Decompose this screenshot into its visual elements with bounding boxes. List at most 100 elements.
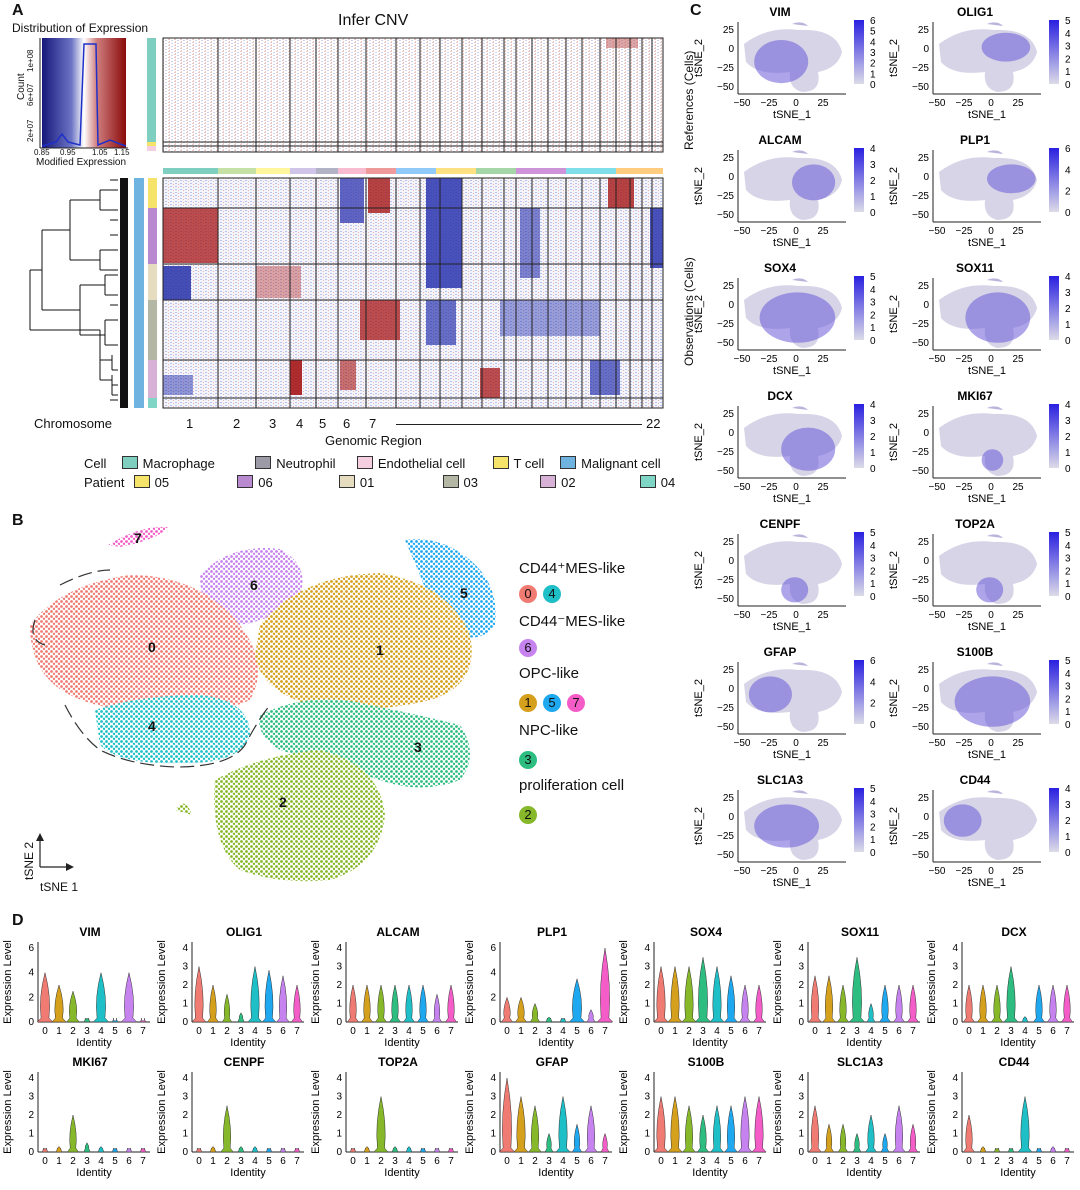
x-axis-label: tSNE_1 xyxy=(773,749,811,761)
y-tick-label: 0 xyxy=(644,1017,650,1028)
identity-tick: 5 xyxy=(574,1026,580,1037)
violin-5 xyxy=(1035,1147,1043,1153)
x-tick-label: −50 xyxy=(734,738,751,749)
violin-5 xyxy=(112,1017,118,1023)
y-tick-label: 1 xyxy=(28,1129,34,1140)
violin-3 xyxy=(1003,966,1019,1023)
scale-label: 1 xyxy=(870,448,876,459)
violin-1 xyxy=(51,984,67,1023)
y-tick-label: 2 xyxy=(336,1110,342,1121)
violin-0 xyxy=(347,984,359,1023)
y-tick-label: −50 xyxy=(717,338,734,349)
legend-patient-04: 04 xyxy=(660,475,676,490)
violin-2 xyxy=(837,984,849,1023)
x-tick-label: −50 xyxy=(734,98,751,109)
violin-0 xyxy=(963,1114,975,1153)
violin-title: SOX4 xyxy=(690,925,722,939)
feature-plot-top2a: TOP2A −50 −25 0 25 25 0 −25 −50 tSNE_1 tSNE_2 5 4 32 1… xyxy=(888,517,1071,633)
y-tick-label: 0 xyxy=(728,428,734,439)
identity-tick: 6 xyxy=(280,1026,286,1037)
x-axis-label: Identity xyxy=(230,1037,266,1049)
x-axis-label: Identity xyxy=(76,1167,112,1179)
y-tick-label: 3 xyxy=(644,962,650,973)
feature-plot-plp1: PLP1 −50 −25 0 25 25 0 −25 −50 tSNE_1 tSNE_2 6 4 2 0 xyxy=(888,133,1071,249)
scale-label: 5 xyxy=(870,272,876,283)
color-scale-bar xyxy=(1049,660,1059,724)
x-tick-label: −25 xyxy=(761,98,778,109)
identity-tick: 4 xyxy=(98,1156,104,1167)
identity-tick: 1 xyxy=(56,1026,62,1037)
scale-label: 2 xyxy=(870,822,876,833)
y-tick-label: 0 xyxy=(923,428,929,439)
hist-xtick: 1.15 xyxy=(114,148,130,157)
violin-title: SLC1A3 xyxy=(837,1055,883,1069)
x-axis-label: Identity xyxy=(384,1037,420,1049)
y-tick-label: −50 xyxy=(717,82,734,93)
identity-tick: 5 xyxy=(266,1026,272,1037)
x-axis-label: tSNE_1 xyxy=(773,621,811,633)
violin-6 xyxy=(276,975,290,1023)
x-axis-label: tSNE_1 xyxy=(773,365,811,377)
violin-5 xyxy=(879,984,891,1023)
violin-2 xyxy=(529,1002,541,1023)
x-tick-label: −50 xyxy=(929,610,946,621)
violin-2 xyxy=(528,1105,542,1153)
x-tick-label: 0 xyxy=(793,354,799,365)
y-tick-label: −50 xyxy=(912,338,929,349)
identity-tick: 3 xyxy=(700,1156,706,1167)
y-tick-label: 2 xyxy=(490,1110,496,1121)
violin-6 xyxy=(892,1105,906,1153)
scale-label: 3 xyxy=(870,554,876,565)
scale-label: 4 xyxy=(1065,272,1071,283)
y-tick-label: 0 xyxy=(923,172,929,183)
y-tick-label: 25 xyxy=(723,25,735,36)
cluster-boundary xyxy=(32,569,271,768)
y-tick-label: 0 xyxy=(923,556,929,567)
identity-tick: 6 xyxy=(126,1026,132,1037)
scale-label: 1 xyxy=(870,192,876,203)
scale-label: 0 xyxy=(870,80,876,91)
violin-3 xyxy=(83,1017,91,1023)
chrom-tick: 2 xyxy=(233,416,241,431)
color-scale-bar xyxy=(854,404,864,468)
color-scale-bar xyxy=(854,660,864,724)
identity-tick: 2 xyxy=(532,1156,538,1167)
y-tick-label: 3 xyxy=(28,1092,34,1103)
x-tick-label: 25 xyxy=(1012,866,1024,877)
y-axis-label: tSNE_2 xyxy=(888,295,900,333)
legend-neutrophil: Neutrophil xyxy=(276,456,336,471)
violin-0 xyxy=(653,966,669,1023)
violin-1 xyxy=(667,1096,683,1153)
y-tick-label: 1 xyxy=(182,1129,188,1140)
hist-xtick: 1.05 xyxy=(92,148,108,157)
x-tick-label: 0 xyxy=(988,98,994,109)
y-tick-label: 25 xyxy=(918,281,930,292)
x-axis-label: tSNE_1 xyxy=(968,877,1006,889)
identity-tick: 4 xyxy=(560,1156,566,1167)
violin-title: DCX xyxy=(1001,925,1026,939)
y-tick-label: 2 xyxy=(28,992,34,1003)
chrom-tick: 1 xyxy=(186,416,194,431)
x-axis-label: tSNE_1 xyxy=(968,493,1006,505)
identity-tick: 3 xyxy=(546,1026,552,1037)
feature-plot-title: OLIG1 xyxy=(957,5,993,19)
y-tick-label: 3 xyxy=(182,1092,188,1103)
y-tick-label: 3 xyxy=(952,962,958,973)
violin-6 xyxy=(893,984,905,1023)
violin-1 xyxy=(667,966,683,1023)
scale-label: 0 xyxy=(870,848,876,859)
scale-label: 2 xyxy=(870,566,876,577)
x-tick-label: 25 xyxy=(1012,354,1024,365)
legend-patient-02: 02 xyxy=(561,475,576,490)
violin-1 xyxy=(823,1123,835,1153)
y-tick-label: 0 xyxy=(28,1147,34,1158)
cluster-7-cells xyxy=(108,526,168,547)
legend-patient-03: 03 xyxy=(463,475,478,490)
feature-plot-title: SLC1A3 xyxy=(757,773,803,787)
scale-label: 2 xyxy=(1065,566,1071,577)
violin-0 xyxy=(498,1077,516,1153)
x-tick-label: 25 xyxy=(817,482,829,493)
violin-5 xyxy=(111,1147,119,1153)
violin-2 xyxy=(993,1147,1001,1153)
expression-histogram xyxy=(39,38,128,149)
